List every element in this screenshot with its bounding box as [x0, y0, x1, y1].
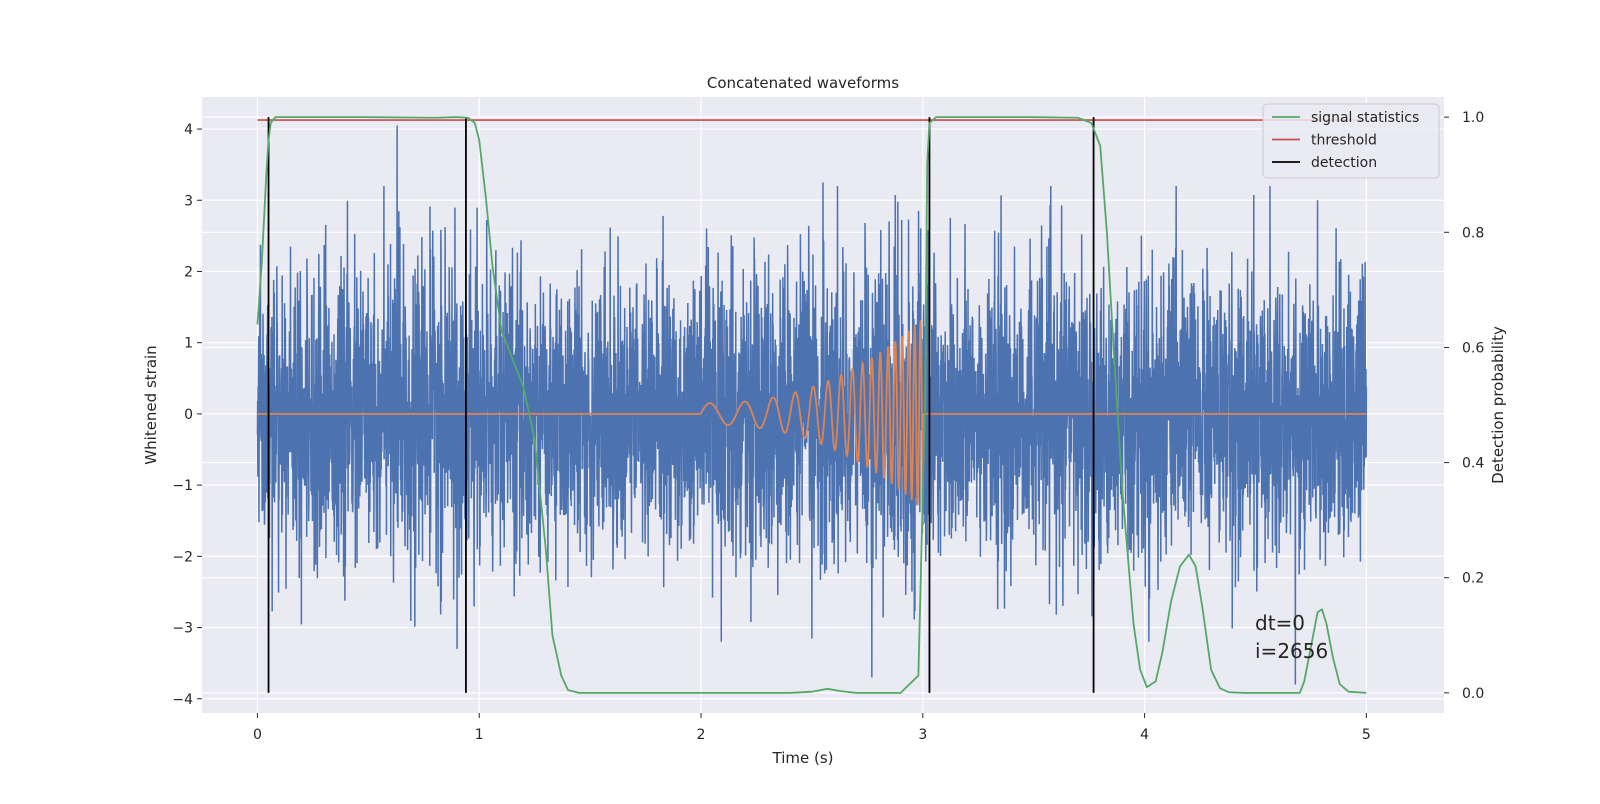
- y-tick-label-left: −3: [172, 621, 193, 637]
- y-tick-label-right: 0.6: [1462, 340, 1484, 356]
- y-tick-label-right: 0.0: [1462, 686, 1484, 702]
- x-tick-label: 4: [1140, 727, 1149, 743]
- legend-label: threshold: [1311, 133, 1377, 149]
- y-axis-label-right: Detection probability: [1489, 326, 1507, 484]
- y-tick-label-left: −1: [172, 478, 193, 494]
- annotation-index: i=2656: [1255, 639, 1328, 663]
- chart-title: Concatenated waveforms: [707, 74, 899, 92]
- y-tick-label-right: 1.0: [1462, 110, 1484, 126]
- series-whitened-strain: [256, 125, 1368, 685]
- x-tick-label: 2: [697, 727, 706, 743]
- y-tick-label-right: 0.8: [1462, 225, 1484, 241]
- y-tick-label-left: 2: [184, 264, 193, 280]
- x-axis-label: Time (s): [772, 749, 834, 767]
- y-tick-label-left: 4: [184, 122, 193, 138]
- legend-label: detection: [1311, 155, 1377, 171]
- legend-box: [1262, 103, 1440, 179]
- y-tick-label-left: 1: [184, 336, 193, 352]
- series-template: [257, 320, 1367, 506]
- y-tick-label-right: 0.4: [1462, 456, 1484, 472]
- x-tick-label: 3: [918, 727, 927, 743]
- series-signal-statistics: [256, 116, 1367, 694]
- x-tick-label: 0: [253, 727, 262, 743]
- annotation-dt: dt=0: [1255, 611, 1305, 635]
- y-tick-label-left: 3: [184, 193, 193, 209]
- y-tick-label-right: 0.2: [1462, 571, 1484, 587]
- y-tick-label-left: −2: [172, 549, 193, 565]
- x-tick-label: 5: [1362, 727, 1371, 743]
- y-tick-label-left: 0: [184, 407, 193, 423]
- legend-label: signal statistics: [1311, 110, 1419, 126]
- y-axis-label-left: Whitened strain: [142, 345, 160, 464]
- x-tick-label: 1: [475, 727, 484, 743]
- y-tick-label-left: −4: [172, 692, 193, 708]
